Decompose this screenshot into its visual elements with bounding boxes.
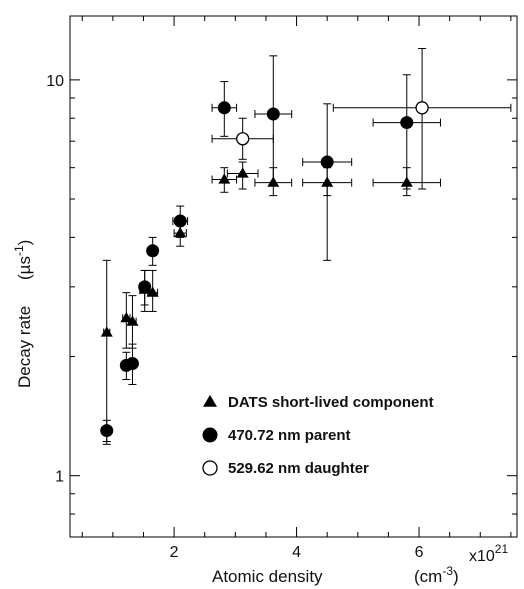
- y-axis-label: Decay rate: [15, 306, 34, 388]
- y-tick-label: 1: [55, 469, 64, 486]
- tick-labels: 2 4 6 1 10: [46, 73, 423, 561]
- data-point: [100, 424, 114, 438]
- data-point: [400, 116, 414, 130]
- ticks: [70, 16, 517, 538]
- data-point: [120, 312, 133, 323]
- legend-label: 529.62 nm daughter: [228, 460, 369, 477]
- data-point: [320, 155, 334, 169]
- data-point: [174, 227, 187, 238]
- data-point: [321, 176, 334, 187]
- legend-marker: [202, 460, 218, 476]
- x-axis-title: Atomic density (cm-3): [212, 564, 459, 586]
- data-point: [218, 173, 231, 184]
- data-point: [173, 214, 187, 228]
- data-point: [126, 315, 139, 326]
- data-point: [146, 244, 160, 258]
- data-point: [236, 132, 250, 146]
- data-point: [266, 107, 280, 121]
- markers: [100, 101, 429, 438]
- x-axis-unit: (cm-3): [414, 564, 459, 586]
- data-point: [146, 286, 159, 297]
- error-bars: [102, 48, 512, 445]
- data-point: [138, 280, 152, 294]
- data-point: [415, 101, 429, 115]
- legend-marker: [203, 394, 217, 407]
- legend: DATS short-lived component 470.72 nm pare…: [202, 394, 434, 477]
- data-point: [100, 326, 113, 337]
- x-axis-label: Atomic density: [212, 567, 323, 586]
- data-point: [236, 167, 249, 178]
- legend-label: 470.72 nm parent: [228, 427, 351, 444]
- x-tick-label: 6: [415, 544, 424, 561]
- data-point: [267, 176, 280, 187]
- plot-frame: [69, 15, 518, 538]
- y-tick-label: 10: [46, 73, 64, 90]
- x-tick-label: 2: [170, 544, 179, 561]
- legend-label: DATS short-lived component: [228, 394, 434, 411]
- x-tick-label: 4: [292, 544, 301, 561]
- y-axis-unit: (µs-1): [12, 240, 34, 280]
- data-point: [125, 357, 139, 371]
- y-axis-title: Decay rate (µs-1): [12, 240, 34, 388]
- data-point: [217, 101, 231, 115]
- legend-marker: [202, 427, 218, 443]
- x-axis-multiplier: x1021: [469, 542, 508, 565]
- data-point: [400, 176, 413, 187]
